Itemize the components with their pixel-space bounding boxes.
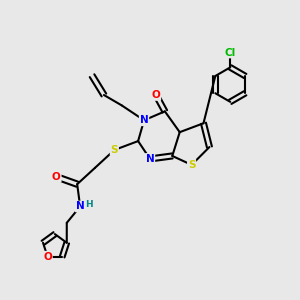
Text: N: N <box>140 115 148 125</box>
Text: N: N <box>76 202 85 212</box>
Text: O: O <box>43 252 52 262</box>
Text: H: H <box>85 200 92 208</box>
Text: O: O <box>152 90 160 100</box>
Text: S: S <box>111 145 118 155</box>
Text: S: S <box>188 160 195 170</box>
Text: Cl: Cl <box>225 47 236 58</box>
Text: N: N <box>146 154 154 164</box>
Text: O: O <box>52 172 61 182</box>
